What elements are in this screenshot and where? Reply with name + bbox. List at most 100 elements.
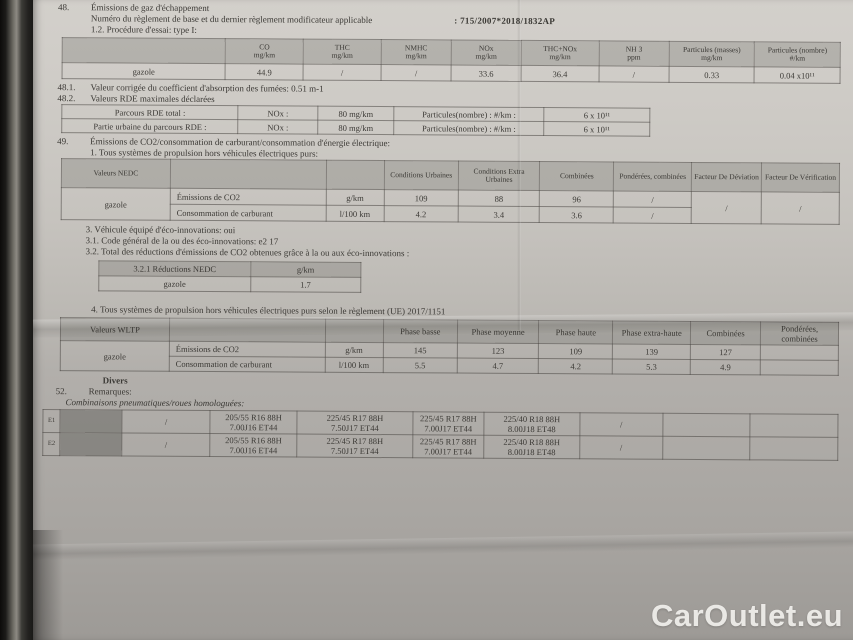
header-cell: CO mg/km: [225, 38, 304, 65]
redacted-cell: [60, 409, 123, 433]
paper-fold-crease: [32, 531, 853, 561]
photo-background-edge: [0, 0, 36, 640]
table-cell: /: [613, 206, 692, 224]
item-number: 49.: [57, 136, 69, 147]
table-cell: 4.2: [384, 205, 459, 223]
header-cell: Facteur De Vérification: [761, 162, 840, 193]
table-cell: [750, 436, 838, 461]
corner-shadow: [33, 530, 63, 640]
fuel-type-cell: gazole: [98, 275, 251, 292]
table-cell: /: [122, 432, 210, 457]
table-cell: Particules(nombre) : #/km :: [394, 106, 545, 122]
tyre-spec-cell: 225/45 R17 88H 7.50J17 ET44: [297, 411, 413, 435]
header-cell: NOx mg/km: [451, 39, 522, 66]
emissions-data-row: gazole 44.9 / / 33.6 36.4 / 0.33 0.04 x1…: [62, 62, 841, 84]
header-cell: [62, 37, 226, 64]
table-cell: /: [613, 190, 692, 208]
tyre-row: E2 / 205/55 R16 88H 7.00J16 ET44 225/45 R…: [42, 432, 838, 461]
table-cell: 3.4: [457, 206, 540, 223]
section-49-text: Émissions de CO2/consommation de carbura…: [90, 136, 840, 163]
tyre-spec-cell: 205/55 R16 88H 7.00J16 ET44: [209, 410, 298, 435]
header-cell: Conditions Extra Urbaines: [458, 161, 540, 191]
table-cell: l/100 km: [324, 357, 384, 373]
tyre-spec-cell: 205/55 R16 88H 7.00J16 ET44: [209, 433, 298, 458]
table-cell: 139: [612, 343, 691, 360]
table-cell: 80 mg/km: [317, 120, 395, 135]
header-cell: 3.2.1 Réductions NEDC: [98, 260, 251, 277]
table-cell: Consommation de carburant: [169, 356, 325, 373]
header-cell: THC mg/km: [303, 39, 382, 65]
table-cell: /: [579, 412, 664, 437]
rde-row-urban: Partie urbaine du parcours RDE : NOx : 8…: [61, 118, 650, 137]
table-cell: Parcours RDE total :: [61, 104, 239, 120]
table-cell: 0.33: [668, 66, 755, 83]
header-cell: [170, 159, 327, 190]
table-cell: 109: [538, 343, 613, 359]
watermark: CarOutlet.eu: [650, 598, 843, 633]
table-cell: 109: [384, 189, 459, 207]
header-cell: Conditions Urbaines: [384, 160, 459, 191]
table-cell: 88: [458, 190, 540, 207]
table-cell: Consommation de carburant: [170, 204, 326, 222]
reductions-table: 3.2.1 Réductions NEDC g/km gazole 1.7: [98, 260, 361, 293]
table-cell: [662, 413, 751, 437]
table-cell: g/km: [324, 342, 384, 358]
table-cell: 1.7: [250, 276, 361, 293]
fuel-type-cell: gazole: [62, 62, 226, 80]
reductions-header-row: 3.2.1 Réductions NEDC g/km: [98, 260, 361, 278]
row-label-cell: E2: [42, 432, 61, 456]
item-number: 48.2.: [57, 93, 76, 104]
table-cell: /: [579, 435, 663, 460]
table-cell: /: [691, 191, 762, 224]
table-cell: l/100 km: [325, 205, 385, 222]
table-cell: 4.2: [538, 358, 613, 374]
fuel-type-cell: gazole: [60, 340, 170, 372]
table-cell: Émissions de CO2: [169, 341, 325, 358]
fuel-type-cell: gazole: [61, 187, 171, 221]
table-cell: NOx :: [238, 119, 318, 135]
table-cell: 33.6: [451, 64, 522, 82]
table-cell: [750, 413, 838, 438]
tyre-spec-cell: 225/45 R17 88H 7.00J17 ET44: [412, 411, 485, 436]
table-cell: [760, 344, 839, 361]
tyres-table: E1 / 205/55 R16 88H 7.00J16 ET44 225/45 R…: [42, 409, 838, 461]
header-cell: NMHC mg/km: [381, 39, 452, 65]
emissions-table: CO mg/km THC mg/km NMHC mg/km NOx mg/km THC+…: [62, 37, 841, 84]
nedc-header-row: Valeurs NEDC Conditions Urbaines Conditi…: [61, 158, 840, 193]
table-cell: Émissions de CO2: [170, 188, 326, 206]
table-cell: /: [761, 191, 840, 225]
table-cell: 44.9: [225, 63, 304, 81]
header-cell: g/km: [250, 261, 361, 278]
table-cell: 6 x 10¹¹: [543, 107, 650, 123]
tyre-spec-cell: 225/40 R18 88H 8.00J18 ET48: [483, 435, 580, 459]
section-48: 48. Émissions de gaz d'échappement Numér…: [45, 2, 841, 40]
table-cell: 80 mg/km: [317, 106, 395, 121]
table-cell: NOx :: [238, 105, 318, 121]
item-number: 48.: [57, 2, 70, 13]
table-cell: /: [380, 64, 452, 81]
table-cell: /: [598, 65, 669, 83]
header-cell: Combinées: [539, 161, 614, 191]
table-cell: 5.5: [383, 357, 458, 374]
header-cell: NH 3 ppm: [598, 40, 670, 67]
table-cell: 4.9: [690, 359, 761, 375]
section-48-text: Émissions de gaz d'échappement Numéro du…: [91, 2, 841, 40]
reductions-data-row: gazole 1.7: [98, 275, 361, 293]
table-cell: 96: [539, 190, 614, 207]
nedc-table: Valeurs NEDC Conditions Urbaines Conditi…: [61, 158, 840, 225]
header-cell: [325, 160, 385, 190]
tyre-spec-cell: 225/45 R17 88H 7.50J17 ET44: [297, 434, 413, 458]
vertical-crease: [517, 0, 521, 330]
table-cell: 123: [457, 343, 539, 359]
certificate-paper: 48. Émissions de gaz d'échappement Numér…: [32, 0, 853, 640]
header-cell: Particules (nombre) #/km: [754, 41, 841, 68]
item-number: 52.: [55, 386, 67, 397]
table-cell: [662, 436, 751, 460]
table-cell: 127: [690, 344, 761, 360]
item-number: 48.1.: [57, 82, 76, 93]
table-cell: Partie urbaine du parcours RDE :: [61, 118, 239, 134]
table-cell: Particules(nombre) : #/km :: [393, 120, 544, 136]
table-cell: 5.3: [612, 358, 691, 375]
table-cell: 4.7: [456, 358, 539, 374]
